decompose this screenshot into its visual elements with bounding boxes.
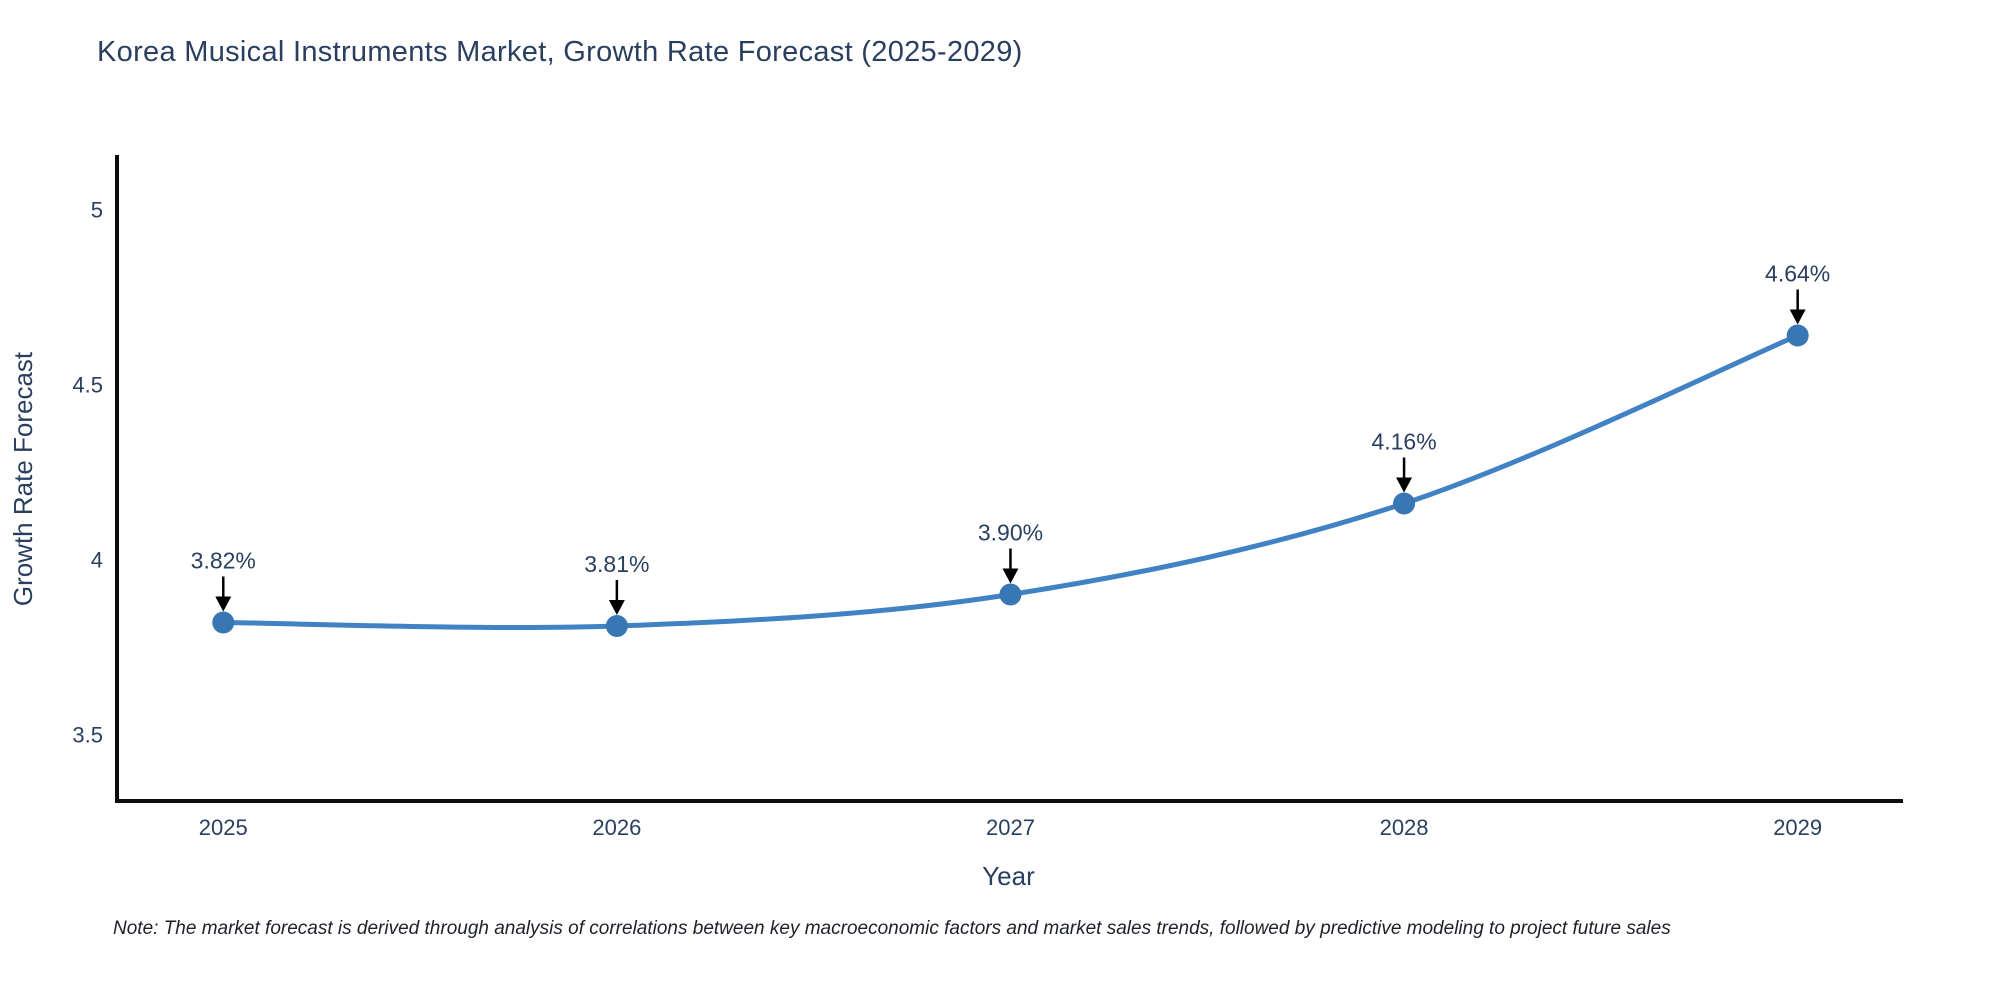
data-point bbox=[1393, 492, 1416, 515]
annotation-arrowhead bbox=[215, 596, 232, 612]
data-point bbox=[212, 611, 235, 634]
annotation-arrowhead bbox=[1396, 477, 1413, 493]
point-value-label: 3.82% bbox=[191, 548, 256, 574]
x-axis-title: Year bbox=[982, 861, 1035, 891]
footnote-text: Note: The market forecast is derived thr… bbox=[113, 918, 1671, 939]
annotation-arrowhead bbox=[608, 600, 625, 615]
chart-title: Korea Musical Instruments Market, Growth… bbox=[97, 36, 1023, 68]
point-value-label: 4.64% bbox=[1765, 261, 1830, 287]
point-value-label: 3.90% bbox=[978, 520, 1043, 546]
y-axis-title: Growth Rate Forecast bbox=[8, 351, 38, 606]
x-tick-label: 2028 bbox=[1380, 815, 1429, 840]
data-point bbox=[605, 615, 628, 637]
annotation-arrowhead bbox=[1002, 568, 1019, 584]
y-tick-label: 5 bbox=[91, 198, 103, 223]
y-tick-label: 3.5 bbox=[72, 723, 103, 748]
point-value-label: 4.16% bbox=[1371, 429, 1436, 455]
point-value-label: 3.81% bbox=[584, 551, 649, 577]
annotation-arrowhead bbox=[1789, 309, 1806, 325]
data-point bbox=[999, 583, 1022, 606]
x-tick-label: 2026 bbox=[592, 815, 641, 840]
y-tick-label: 4 bbox=[91, 548, 103, 573]
x-tick-label: 2025 bbox=[199, 815, 248, 840]
y-tick-label: 4.5 bbox=[72, 373, 103, 398]
x-tick-label: 2027 bbox=[986, 815, 1035, 840]
x-tick-label: 2029 bbox=[1773, 815, 1822, 840]
data-point bbox=[1786, 324, 1809, 347]
